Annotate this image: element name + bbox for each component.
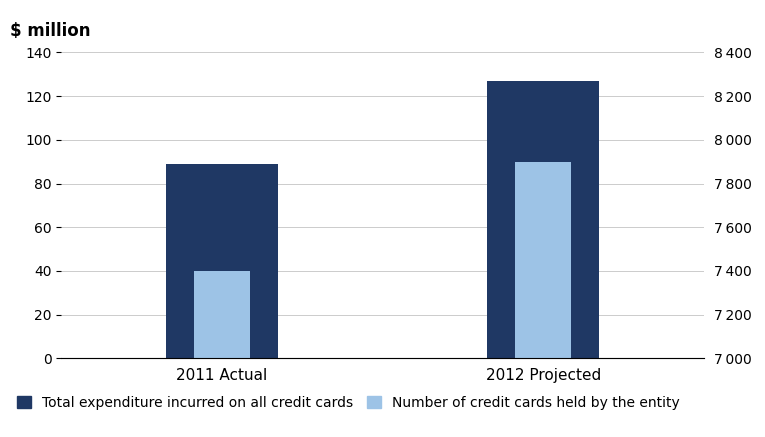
Bar — [194, 271, 250, 358]
Text: $ million: $ million — [10, 22, 90, 40]
Bar — [515, 162, 571, 358]
Bar — [487, 81, 600, 358]
Legend: Total expenditure incurred on all credit cards, Number of credit cards held by t: Total expenditure incurred on all credit… — [17, 396, 679, 410]
Bar — [165, 164, 278, 358]
